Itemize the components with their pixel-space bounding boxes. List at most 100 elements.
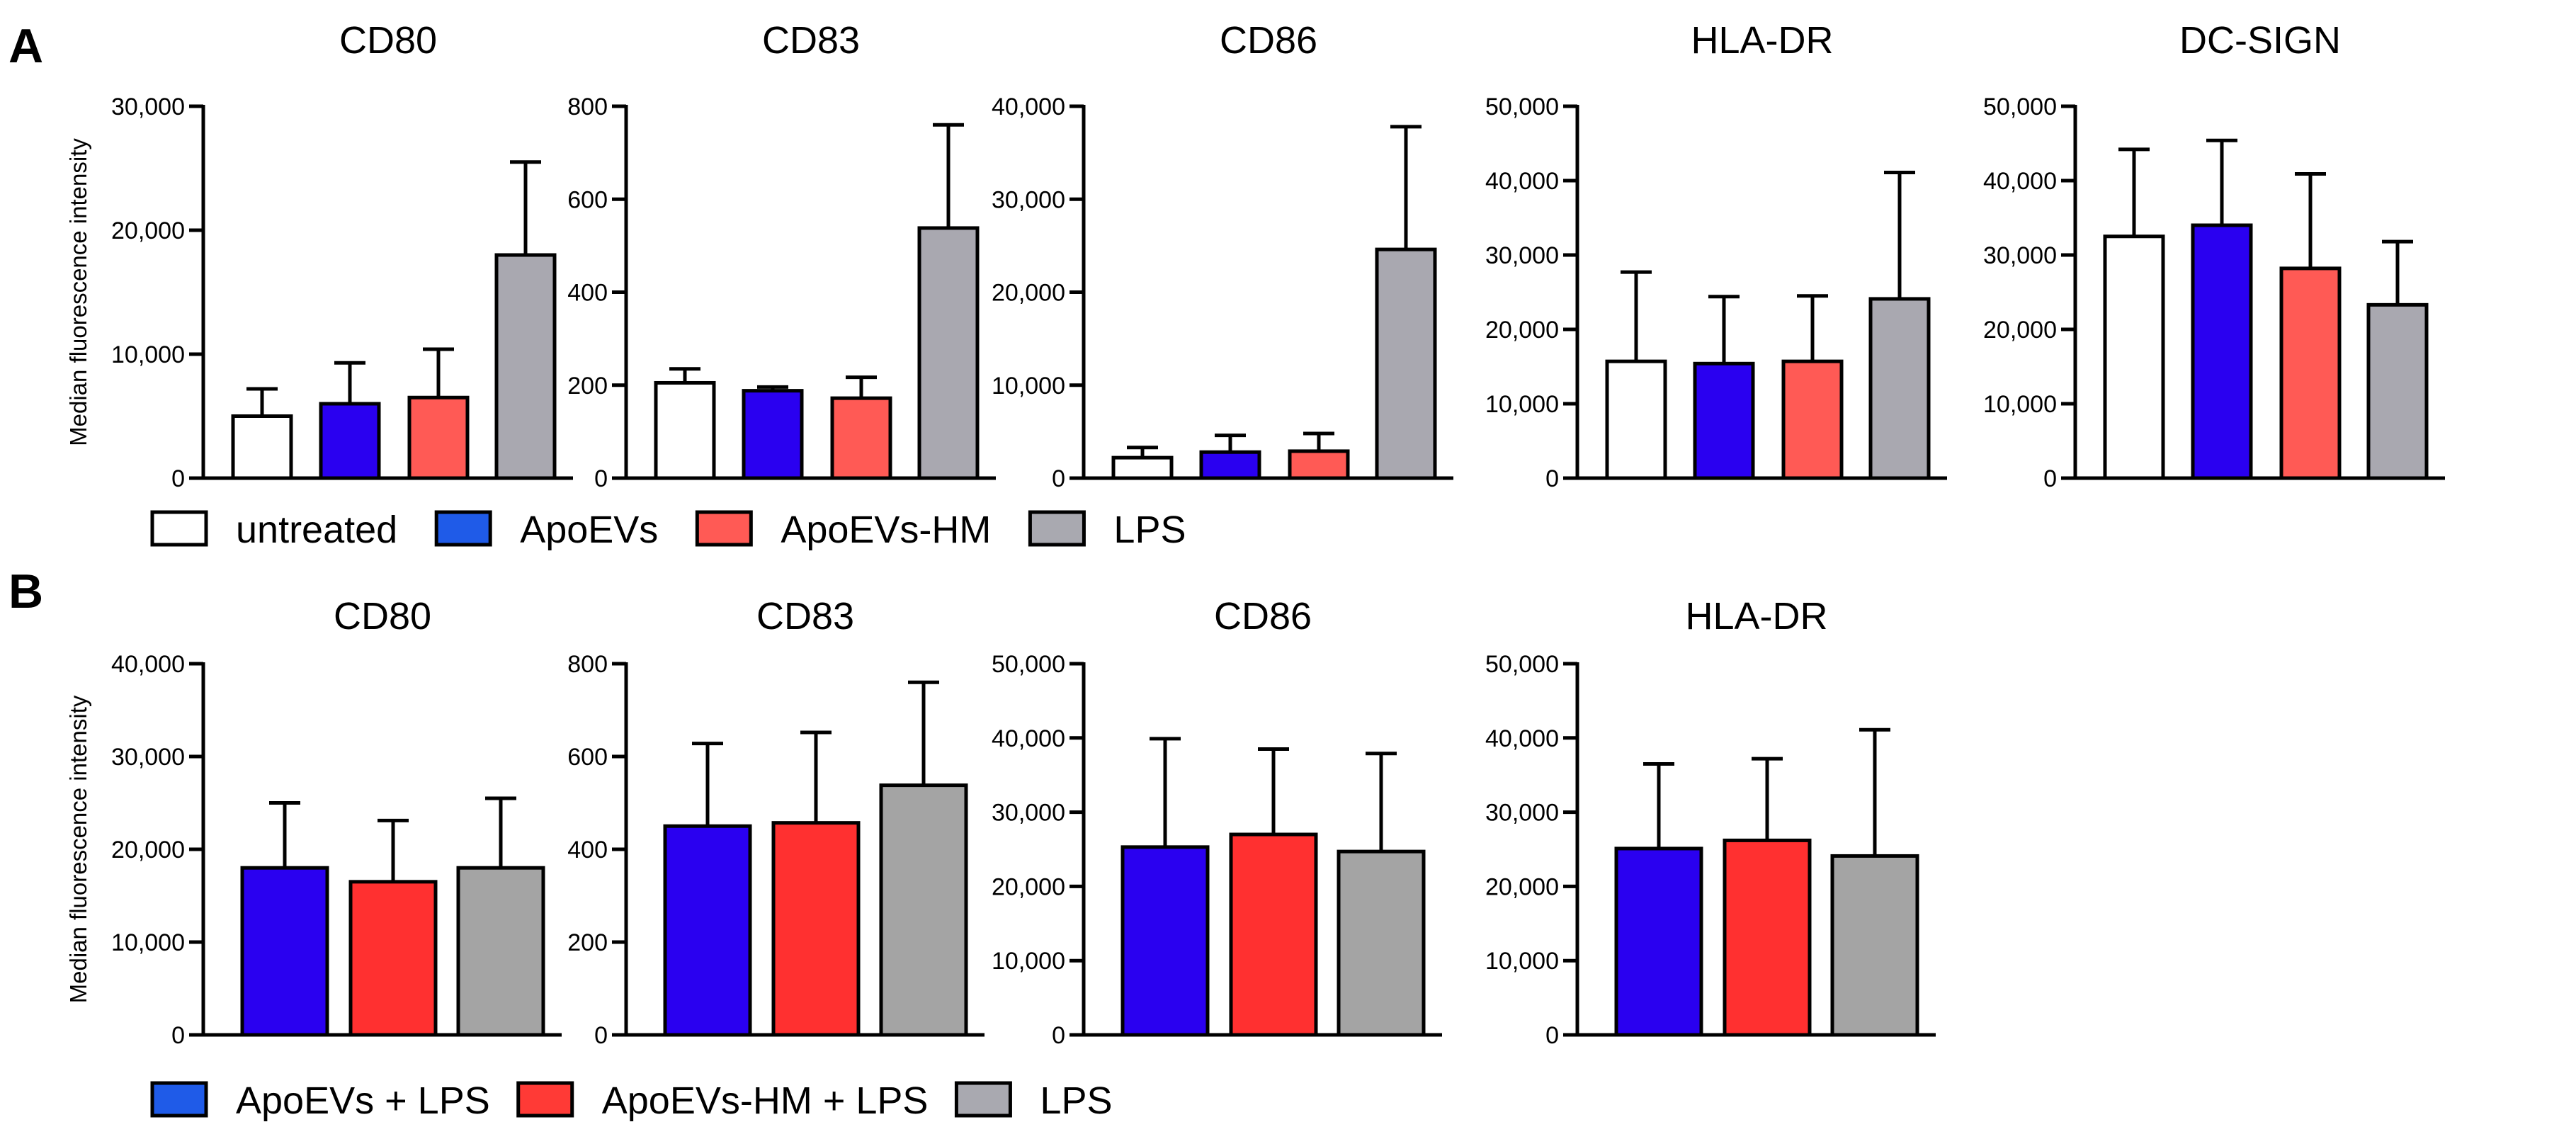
chart-a-cd86-y-tick-label: 0 [1052, 465, 1065, 492]
chart-b-cd80-bar-apoevs-hm-lps [348, 880, 438, 1037]
chart-b-cd83-bar-lps [879, 783, 968, 1037]
legend-b: ApoEVs + LPS ApoEVs-HM + LPS LPS [150, 1080, 1113, 1122]
chart-a-dc-sign-y-tick-label: 0 [2043, 465, 2057, 492]
legend-a-swatch-lps [1028, 510, 1086, 547]
chart-a-cd86-bar-lps [1375, 247, 1437, 480]
legend-b-label-lps: LPS [1040, 1080, 1112, 1122]
chart-b-cd86-bar-apoevs-lps [1120, 845, 1210, 1037]
chart-a-hla-dr-y-tick-label: 30,000 [1485, 242, 1559, 269]
chart-b-cd86-title: CD86 [1214, 595, 1312, 638]
panel-label-a: A [8, 19, 43, 73]
chart-a-cd80-bar-apoevs-hm [407, 395, 470, 480]
legend-a-label-lps: LPS [1113, 509, 1186, 551]
legend-a-swatch-apoevs [434, 510, 492, 547]
chart-a-dc-sign-y-tick-label: 40,000 [1983, 168, 2057, 195]
chart-a-dc-sign-y-tick-label: 30,000 [1983, 242, 2057, 269]
chart-a-dc-sign-bar-apoevs [2191, 223, 2253, 480]
chart-b-cd80-y-tick-label: 0 [171, 1022, 185, 1049]
chart-a-cd80-bar-lps [494, 253, 557, 480]
chart-b-cd86-y-tick-label: 10,000 [992, 948, 1065, 975]
chart-a-cd86-y-tick-label: 20,000 [992, 280, 1065, 307]
chart-a-cd86-bar-untreated [1111, 455, 1174, 480]
chart-a-cd83-bar-apoevs [742, 389, 804, 480]
chart-a-dc-sign-bar-apoevs-hm [2279, 266, 2342, 480]
chart-b-cd86-bar-lps [1337, 849, 1426, 1037]
legend-a-label-apoevs-hm: ApoEVs-HM [781, 509, 991, 551]
chart-b-cd86-y-tick-label: 40,000 [992, 725, 1065, 752]
chart-a-cd83: CD83 0 200 400 600 800 [567, 19, 996, 492]
chart-a-cd80-bar-untreated [231, 414, 293, 480]
chart-a-hla-dr-y-tick-label: 50,000 [1485, 94, 1559, 120]
chart-a-hla-dr-y-tick-label: 0 [1545, 465, 1559, 492]
chart-a-cd80-y-tick-label: 30,000 [111, 94, 185, 120]
chart-a-hla-dr-y-tick-label: 10,000 [1485, 391, 1559, 418]
legend-b-swatch-apoevs-lps [150, 1081, 208, 1118]
chart-a-cd83-bar-untreated [654, 380, 716, 480]
chart-a-cd80-bar-apoevs [319, 402, 381, 480]
chart-a-cd80-y-tick-label: 0 [171, 465, 185, 492]
chart-b-hla-dr-y-tick-label: 40,000 [1485, 725, 1559, 752]
chart-b-cd80-bar-apoevs-lps [240, 866, 329, 1037]
chart-a-cd86: CD86 0 10,000 20,000 30,000 40,000 [992, 19, 1453, 492]
chart-a-cd80: CD80 0 10,000 20,000 30,000 Median fluorescen… [65, 19, 573, 492]
legend-a-swatch-apoevs-hm [695, 510, 753, 547]
chart-b-cd83-bar-apoevs-lps [663, 824, 752, 1037]
chart-a-dc-sign-y-tick-label: 10,000 [1983, 391, 2057, 418]
chart-b-hla-dr-y-tick-label: 50,000 [1485, 651, 1559, 678]
chart-a-cd80-y-label: Median fluorescence intensity [65, 138, 91, 446]
chart-b-hla-dr-bar-apoevs-hm-lps [1723, 838, 1812, 1037]
legend-b-label-apoevs-hm-lps: ApoEVs-HM + LPS [602, 1080, 929, 1122]
chart-a-cd86-bar-apoevs [1199, 450, 1261, 480]
chart-a-hla-dr-y-tick-label: 40,000 [1485, 168, 1559, 195]
chart-b-cd83-y-tick-label: 400 [567, 837, 608, 863]
chart-a-cd83-y-tick-label: 200 [567, 373, 608, 400]
chart-a-dc-sign-y-tick-label: 20,000 [1983, 317, 2057, 344]
chart-a-hla-dr-bar-lps [1868, 297, 1931, 480]
chart-b-cd86-y-tick-label: 0 [1052, 1022, 1065, 1049]
chart-a-hla-dr-bar-untreated [1605, 359, 1667, 480]
chart-b-cd86-bar-apoevs-hm-lps [1229, 832, 1318, 1037]
chart-b-cd83: CD83 0 200 400 600 800 [567, 595, 985, 1049]
chart-a-cd80-y-tick-label: 20,000 [111, 217, 185, 244]
chart-b-cd83-y-tick-label: 600 [567, 744, 608, 771]
chart-b-cd80-y-tick-label: 30,000 [111, 744, 185, 771]
chart-a-dc-sign-bar-untreated [2103, 234, 2165, 480]
chart-b-cd83-bar-apoevs-hm-lps [771, 821, 861, 1037]
chart-b-cd83-y-tick-label: 800 [567, 651, 608, 678]
chart-a-hla-dr: HLA-DR 0 10,000 20,000 30,000 40,000 50,000 [1485, 19, 1947, 492]
chart-a-cd83-y-tick-label: 400 [567, 280, 608, 307]
chart-a-cd80-title: CD80 [339, 19, 437, 62]
chart-b-cd83-y-tick-label: 0 [594, 1022, 608, 1049]
chart-a-dc-sign: DC-SIGN 0 10,000 20,000 30,000 40,000 50,000 [1983, 19, 2445, 492]
legend-a-label-apoevs: ApoEVs [520, 509, 658, 551]
chart-a-hla-dr-bar-apoevs [1693, 361, 1755, 480]
charts-layer: CD80 0 10,000 20,000 30,000 Median fluorescen… [65, 19, 2445, 1049]
chart-b-cd80-bar-lps [456, 866, 545, 1037]
chart-a-cd86-bar-apoevs-hm [1288, 449, 1350, 480]
chart-a-dc-sign-y-tick-label: 50,000 [1983, 94, 2057, 120]
chart-b-hla-dr-y-tick-label: 10,000 [1485, 948, 1559, 975]
chart-b-cd80: CD80 0 10,000 20,000 30,000 40,000 Median fluo… [65, 595, 562, 1049]
legend-b-swatch-lps [954, 1081, 1012, 1118]
chart-a-cd83-y-tick-label: 600 [567, 186, 608, 213]
chart-a-cd86-title: CD86 [1220, 19, 1317, 62]
chart-b-cd86-y-tick-label: 50,000 [992, 651, 1065, 678]
chart-b-hla-dr-y-tick-label: 20,000 [1485, 873, 1559, 900]
chart-a-hla-dr-bar-apoevs-hm [1781, 359, 1844, 480]
chart-a-dc-sign-title: DC-SIGN [2179, 19, 2341, 62]
chart-b-cd80-y-label: Median fluorescence intensity [65, 695, 91, 1003]
chart-a-cd83-y-tick-label: 800 [567, 94, 608, 120]
legend-b-label-apoevs-lps: ApoEVs + LPS [236, 1080, 490, 1122]
chart-b-hla-dr-y-tick-label: 30,000 [1485, 800, 1559, 827]
chart-b-hla-dr-y-tick-label: 0 [1545, 1022, 1559, 1049]
chart-a-cd80-y-tick-label: 10,000 [111, 341, 185, 368]
chart-b-cd80-y-tick-label: 10,000 [111, 929, 185, 956]
panel-label-b: B [8, 565, 43, 618]
chart-a-cd83-y-tick-label: 0 [594, 465, 608, 492]
chart-b-cd80-title: CD80 [334, 595, 431, 638]
chart-b-cd86-y-tick-label: 20,000 [992, 873, 1065, 900]
chart-a-cd86-y-tick-label: 30,000 [992, 186, 1065, 213]
chart-a-dc-sign-bar-lps [2366, 302, 2429, 480]
